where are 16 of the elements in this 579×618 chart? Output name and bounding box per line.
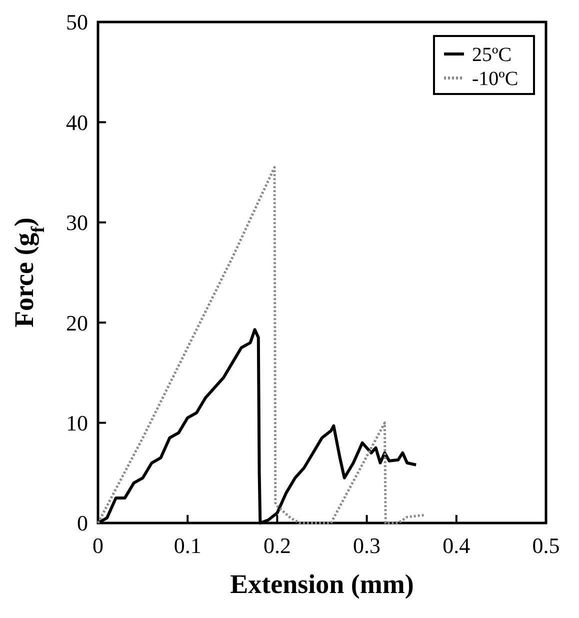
y-tick-label: 30 bbox=[66, 210, 88, 236]
x-tick-label: 0 bbox=[92, 533, 104, 558]
y-tick-label: 20 bbox=[66, 310, 88, 336]
y-tick-label: 50 bbox=[66, 10, 88, 35]
x-tick-label: 0.2 bbox=[263, 533, 291, 558]
legend-label: -10ºC bbox=[472, 68, 518, 90]
line-series bbox=[96, 166, 426, 524]
x-tick-label: 0.1 bbox=[174, 533, 202, 558]
x-tick-label: 0.5 bbox=[532, 533, 560, 558]
x-axis-title: Extension (mm) bbox=[230, 569, 414, 599]
x-tick-label: 0.3 bbox=[353, 533, 381, 558]
y-tick-label: 10 bbox=[66, 410, 88, 436]
y-tick-label: 0 bbox=[77, 510, 88, 536]
legend-label: 25ºC bbox=[472, 44, 512, 66]
x-tick-label: 0.4 bbox=[442, 533, 470, 558]
y-tick-label: 40 bbox=[66, 110, 88, 135]
